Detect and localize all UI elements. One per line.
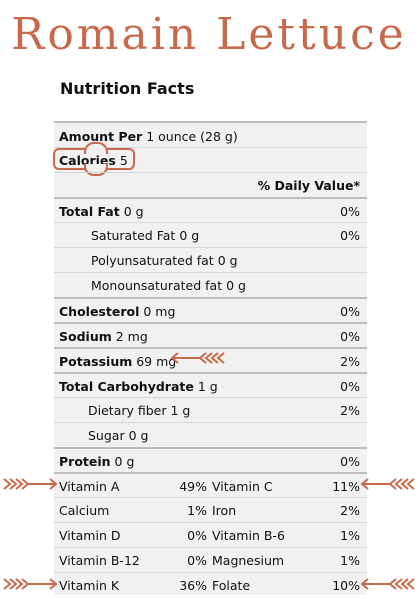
nutrient-row: Total Carbohydrate 1 g 0%: [54, 372, 367, 399]
vitamin-dv: 10%: [332, 578, 360, 593]
nutrient-label: Total Carbohydrate: [59, 379, 194, 394]
nutrient-dv: 0%: [340, 304, 360, 319]
nutrient-label: Cholesterol: [59, 304, 140, 319]
nutrient-amount: 0 g: [128, 428, 149, 443]
calories-value: 5: [119, 153, 128, 168]
vitamin-dv: 11%: [332, 479, 360, 494]
calories-highlight-frame: [53, 142, 135, 176]
serving-label: Amount Per: [59, 129, 143, 144]
vitamin-label: Vitamin C: [212, 479, 273, 494]
nutrient-dv: 2%: [340, 354, 360, 369]
nutrient-dv: 2%: [340, 403, 360, 418]
vitamin-dv: 0%: [187, 528, 207, 543]
vitamin-dv: 1%: [187, 503, 207, 518]
vitamin-label: Vitamin B-6: [212, 528, 285, 543]
vitamin-dv: 1%: [340, 553, 360, 568]
daily-value-header-row: % Daily Value*: [54, 172, 367, 198]
nutrient-amount: 0 g: [123, 204, 144, 219]
vitamin-dv: 49%: [179, 479, 207, 494]
vitamin-a-arrow-icon: [3, 478, 58, 490]
vitamin-c-arrow-icon: [360, 478, 415, 490]
nutrient-label: Monounsaturated fat: [91, 278, 223, 293]
vitamin-label: Vitamin A: [59, 479, 120, 494]
daily-value-header: % Daily Value*: [257, 178, 360, 193]
nutrient-amount: 1 g: [170, 403, 191, 418]
vitamin-dv: 2%: [340, 503, 360, 518]
nutrient-amount: 0 mg: [143, 304, 176, 319]
vitamin-row: Vitamin D 0% Vitamin B-6 1%: [54, 522, 367, 548]
nutrient-dv: 0%: [340, 454, 360, 469]
nutrient-label: Saturated Fat: [91, 228, 176, 243]
nutrient-dv: 0%: [340, 204, 360, 219]
nutrient-row: Sodium 2 mg 0%: [54, 322, 367, 349]
vitamin-dv: 1%: [340, 528, 360, 543]
folate-arrow-icon: [360, 578, 415, 590]
vitamin-label: Calcium: [59, 503, 110, 518]
nutrient-amount: 2 mg: [115, 329, 148, 344]
nutrient-label: Total Fat: [59, 204, 120, 219]
nutrient-label: Sodium: [59, 329, 112, 344]
page-title: Romain Lettuce: [11, 9, 407, 60]
nutrient-amount: 0 g: [226, 278, 246, 293]
nutrient-row: Protein 0 g 0%: [54, 447, 367, 474]
potassium-arrow-icon: [170, 352, 225, 364]
nutrient-label: Polyunsaturated fat: [91, 253, 214, 268]
vitamin-label: Magnesium: [212, 553, 285, 568]
vitamin-label: Vitamin B-12: [59, 553, 140, 568]
nutrient-amount: 0 g: [179, 228, 200, 243]
vitamin-row: Vitamin K 36% Folate 10%: [54, 572, 367, 598]
vitamin-k-arrow-icon: [3, 578, 58, 590]
nutrient-dv: 0%: [340, 329, 360, 344]
nutrient-row: Cholesterol 0 mg 0%: [54, 297, 367, 324]
vitamin-label: Vitamin K: [59, 578, 120, 593]
vitamin-label: Folate: [212, 578, 251, 593]
nutrient-row: Potassium 69 mg 2%: [54, 347, 367, 374]
vitamin-label: Iron: [212, 503, 237, 518]
nutrient-label: Sugar: [88, 428, 125, 443]
nutrient-label: Dietary fiber: [88, 403, 167, 418]
nutrient-label: Protein: [59, 454, 111, 469]
nutrient-row: Monounsaturated fat 0 g: [54, 272, 367, 298]
serving-row: Amount Per 1 ounce (28 g): [54, 121, 367, 148]
vitamin-label: Vitamin D: [59, 528, 121, 543]
nutrient-dv: 0%: [340, 228, 360, 243]
nutrient-row: Total Fat 0 g 0%: [54, 197, 367, 224]
vitamin-dv: 0%: [187, 553, 207, 568]
nutrient-row: Saturated Fat 0 g 0%: [54, 222, 367, 248]
vitamin-dv: 36%: [179, 578, 207, 593]
vitamin-row: Calcium 1% Iron 2%: [54, 497, 367, 523]
nutrient-row: Sugar 0 g: [54, 422, 367, 448]
nutrient-amount: 0 g: [114, 454, 135, 469]
nutrient-label: Potassium: [59, 354, 133, 369]
serving-value: 1 ounce (28 g): [146, 129, 238, 144]
nutrition-facts-heading: Nutrition Facts: [60, 79, 195, 98]
nutrient-row: Polyunsaturated fat 0 g: [54, 247, 367, 273]
nutrient-dv: 0%: [340, 379, 360, 394]
vitamin-row: Vitamin A 49% Vitamin C 11%: [54, 472, 367, 499]
nutrient-amount: 1 g: [197, 379, 218, 394]
nutrient-amount: 69 mg: [136, 354, 177, 369]
nutrient-row: Dietary fiber 1 g 2%: [54, 397, 367, 423]
vitamin-row: Vitamin B-12 0% Magnesium 1%: [54, 547, 367, 573]
nutrient-amount: 0 g: [217, 253, 238, 268]
